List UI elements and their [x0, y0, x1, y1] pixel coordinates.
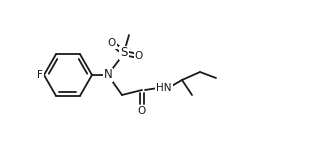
- Text: O: O: [108, 38, 116, 48]
- Text: O: O: [135, 51, 143, 61]
- Text: HN: HN: [156, 83, 172, 93]
- Text: O: O: [138, 106, 146, 116]
- Text: F: F: [37, 70, 43, 80]
- Text: S: S: [120, 46, 128, 60]
- Text: N: N: [104, 69, 112, 81]
